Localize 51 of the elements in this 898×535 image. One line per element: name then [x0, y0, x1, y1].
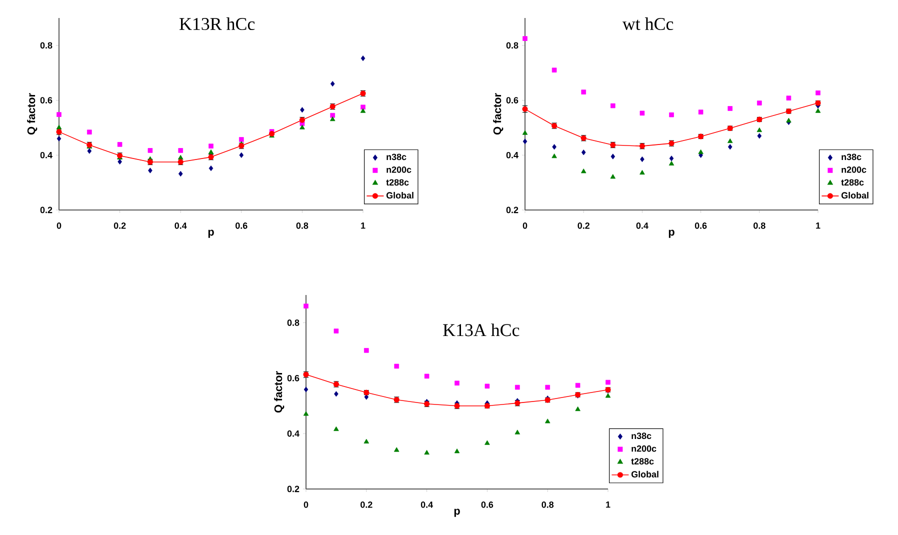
x-axis-title: p — [208, 230, 214, 238]
y-tick-label: 0.2 — [287, 486, 300, 492]
legend-label: n200c — [386, 166, 412, 173]
y-tick-label: 0.8 — [506, 42, 518, 49]
y-axis-title: Q factor — [493, 93, 504, 135]
legend-label: n38c — [632, 432, 652, 440]
x-tick-label: 0.6 — [236, 222, 248, 229]
y-axis-title: Q factor — [274, 371, 284, 413]
y-tick-label: 0.2 — [40, 206, 52, 214]
y-tick-label: 0.6 — [287, 374, 300, 382]
legend-label: n38c — [386, 154, 406, 160]
y-tick-label: 0.4 — [506, 152, 518, 158]
x-tick-label: 1 — [816, 222, 820, 229]
chart-title: K13R hCc — [180, 17, 255, 30]
y-tick-label: 0.4 — [287, 430, 300, 437]
x-tick-label: 0.4 — [420, 502, 433, 508]
x-tick-label: 0.6 — [481, 502, 494, 508]
x-axis-title: p — [454, 508, 460, 517]
x-tick-label: 0.4 — [174, 222, 187, 229]
legend-label: t288c — [841, 179, 864, 186]
x-tick-label: 0.8 — [296, 222, 308, 229]
legend-label: t288c — [386, 179, 409, 186]
x-tick-label: 1 — [606, 502, 610, 508]
legend-label: n200c — [842, 166, 866, 173]
x-tick-label: 0 — [56, 222, 62, 229]
x-tick-label: 0.2 — [114, 222, 126, 229]
x-tick-label: 0.8 — [542, 502, 554, 508]
legend-label: t288c — [631, 458, 654, 465]
x-tick-label: 0.4 — [636, 222, 648, 229]
x-tick-label: 1 — [361, 222, 366, 229]
y-tick-label: 0.4 — [40, 152, 52, 158]
x-tick-label: 0 — [304, 502, 308, 508]
legend-label: n200c — [632, 445, 656, 452]
x-tick-label: 0.2 — [578, 222, 590, 229]
x-tick-label: 0 — [522, 222, 528, 229]
chart-title: wt hCc — [622, 17, 674, 30]
x-tick-label: 0.8 — [754, 222, 766, 229]
x-tick-label: 0.2 — [360, 502, 372, 508]
legend-label: Global — [631, 470, 658, 478]
y-tick-label: 0.2 — [506, 206, 518, 214]
x-tick-label: 0.6 — [694, 222, 707, 229]
y-tick-label: 0.6 — [506, 97, 518, 104]
y-axis-title: Q factor — [27, 93, 38, 135]
text: K13A hCc — [443, 324, 520, 336]
legend-label: Global — [841, 192, 868, 199]
y-tick-label: 0.8 — [287, 320, 300, 326]
y-tick-label: 0.6 — [40, 97, 52, 104]
legend-label: Global — [386, 192, 414, 199]
legend-label: n38c — [842, 154, 862, 160]
y-tick-label: 0.8 — [40, 42, 52, 49]
x-axis-title: p — [668, 230, 674, 238]
